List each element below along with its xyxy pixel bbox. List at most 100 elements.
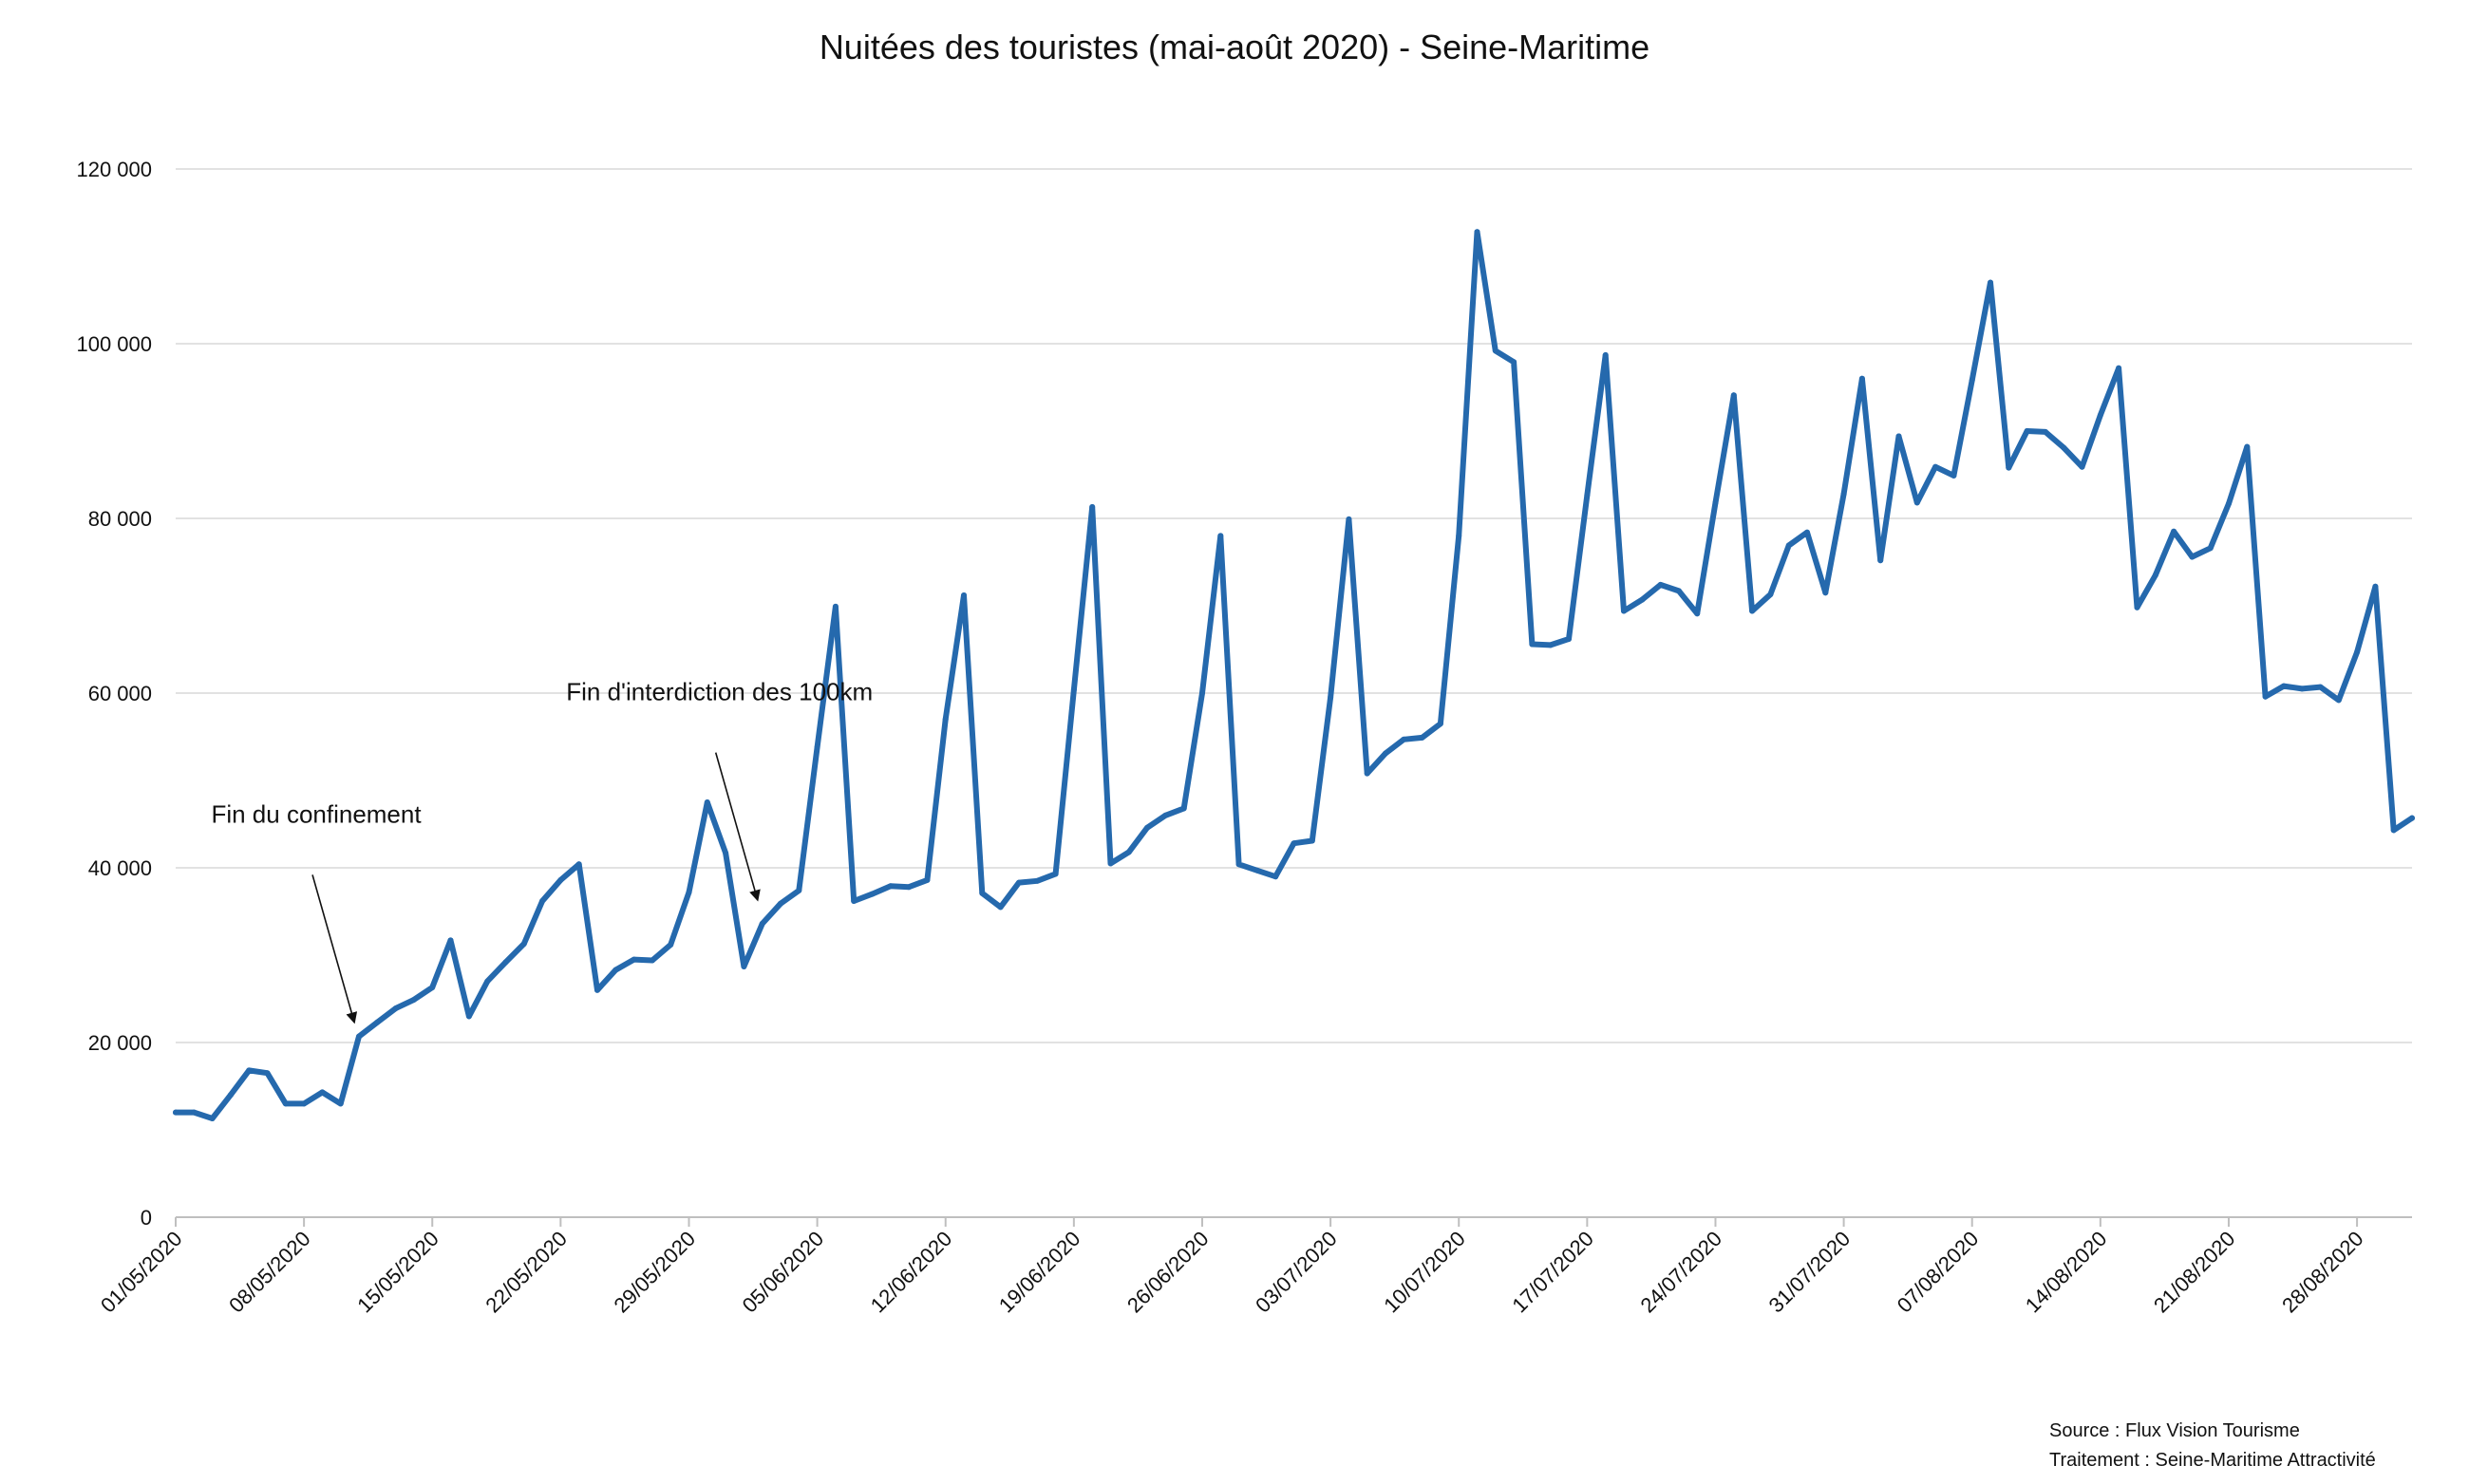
data-point xyxy=(264,1070,271,1077)
data-point xyxy=(668,942,674,948)
data-point xyxy=(301,1100,308,1107)
data-point xyxy=(1474,229,1480,235)
data-point xyxy=(1346,516,1352,522)
data-point xyxy=(1401,736,1407,742)
data-point xyxy=(1309,837,1315,844)
data-point xyxy=(1016,879,1022,886)
data-point xyxy=(1785,542,1792,549)
data-point xyxy=(1107,860,1114,867)
data-point xyxy=(2006,464,2012,471)
x-tick-label: 08/05/2020 xyxy=(224,1227,315,1318)
data-point xyxy=(961,592,967,598)
data-point xyxy=(2390,827,2397,834)
data-point xyxy=(594,986,600,993)
data-point xyxy=(1932,463,1939,470)
x-tick-label: 26/06/2020 xyxy=(1122,1227,1214,1318)
data-point xyxy=(814,744,820,750)
x-tick-label: 24/07/2020 xyxy=(1635,1227,1726,1318)
data-point xyxy=(520,941,527,947)
data-point xyxy=(2335,697,2342,704)
data-point xyxy=(1694,611,1701,617)
data-point xyxy=(1730,392,1737,399)
data-point xyxy=(1089,504,1096,510)
data-point xyxy=(1492,348,1498,354)
data-point xyxy=(723,850,729,856)
data-point xyxy=(1566,636,1572,642)
data-point xyxy=(1767,592,1774,597)
data-point xyxy=(2354,648,2361,655)
data-point xyxy=(356,1033,362,1040)
data-point xyxy=(2171,528,2177,535)
data-point xyxy=(1383,750,1388,757)
data-point xyxy=(1235,861,1242,868)
data-point xyxy=(686,889,692,895)
data-point xyxy=(1144,824,1151,831)
data-point xyxy=(2317,684,2324,690)
data-point xyxy=(1621,608,1627,614)
data-point xyxy=(392,1005,399,1012)
data-point xyxy=(374,1019,381,1025)
data-point xyxy=(649,957,655,964)
data-point xyxy=(2299,686,2306,692)
x-tick-label: 28/08/2020 xyxy=(2277,1227,2368,1318)
y-tick-label: 100 000 xyxy=(76,332,152,356)
data-point xyxy=(2226,500,2232,507)
data-point xyxy=(1547,642,1554,648)
data-point xyxy=(796,887,802,893)
x-tick-label: 07/08/2020 xyxy=(1893,1227,1984,1318)
data-point xyxy=(924,876,931,883)
data-point xyxy=(1584,492,1591,498)
y-tick-label: 80 000 xyxy=(88,507,152,531)
x-tick-label: 29/05/2020 xyxy=(609,1227,700,1318)
data-point xyxy=(1749,608,1756,614)
gridlines xyxy=(176,168,2412,1043)
x-tick-label: 21/08/2020 xyxy=(2149,1227,2240,1318)
data-point xyxy=(2061,444,2067,451)
data-point xyxy=(759,920,765,927)
x-tick-label: 17/07/2020 xyxy=(1507,1227,1598,1318)
data-point xyxy=(1217,533,1224,539)
data-point xyxy=(1070,686,1077,693)
data-point xyxy=(1877,557,1884,564)
data-point xyxy=(1419,734,1425,741)
data-point xyxy=(1639,596,1646,603)
y-tick-label: 120 000 xyxy=(76,158,152,181)
x-tick-label: 03/07/2020 xyxy=(1251,1227,1342,1318)
data-point xyxy=(1253,867,1260,873)
processing-line: Traitement : Seine-Maritime Attractivité xyxy=(2049,1450,2376,1471)
x-tick-label: 14/08/2020 xyxy=(2021,1227,2112,1318)
x-tick-label: 10/07/2020 xyxy=(1379,1227,1470,1318)
y-tick-label: 40 000 xyxy=(88,856,152,880)
data-point xyxy=(282,1100,289,1107)
series-line xyxy=(173,229,2415,1121)
x-tick-label: 31/07/2020 xyxy=(1764,1227,1856,1318)
data-point xyxy=(2280,683,2287,689)
data-point xyxy=(2372,583,2379,590)
data-point xyxy=(778,900,783,907)
chart-title: Nuitées des touristes (mai-août 2020) - … xyxy=(820,28,1649,66)
data-point xyxy=(704,799,710,805)
data-point xyxy=(319,1089,326,1096)
x-tick-label: 12/06/2020 xyxy=(866,1227,957,1318)
annotation-arrow xyxy=(311,874,358,1024)
data-point xyxy=(1858,375,1865,382)
annotations: Fin du confinement Fin d'interdiction des… xyxy=(211,678,873,1024)
x-tick-label: 15/05/2020 xyxy=(352,1227,443,1318)
data-point xyxy=(2244,443,2251,450)
source-line: Source : Flux Vision Tourisme xyxy=(2049,1420,2300,1441)
data-point xyxy=(869,891,876,897)
data-point xyxy=(2152,572,2158,578)
annotation-label: Fin du confinement xyxy=(211,799,422,828)
data-point xyxy=(1162,812,1169,818)
y-tick-label: 60 000 xyxy=(88,682,152,705)
x-tick-label: 01/05/2020 xyxy=(96,1227,187,1318)
data-point xyxy=(1602,352,1609,358)
data-point xyxy=(1180,805,1187,812)
data-point xyxy=(1822,590,1829,596)
x-tick-label: 22/05/2020 xyxy=(481,1227,572,1318)
data-points xyxy=(173,229,2415,1121)
data-point xyxy=(1951,472,1957,479)
data-point xyxy=(410,996,417,1003)
data-point xyxy=(539,898,546,904)
data-point xyxy=(887,883,894,890)
